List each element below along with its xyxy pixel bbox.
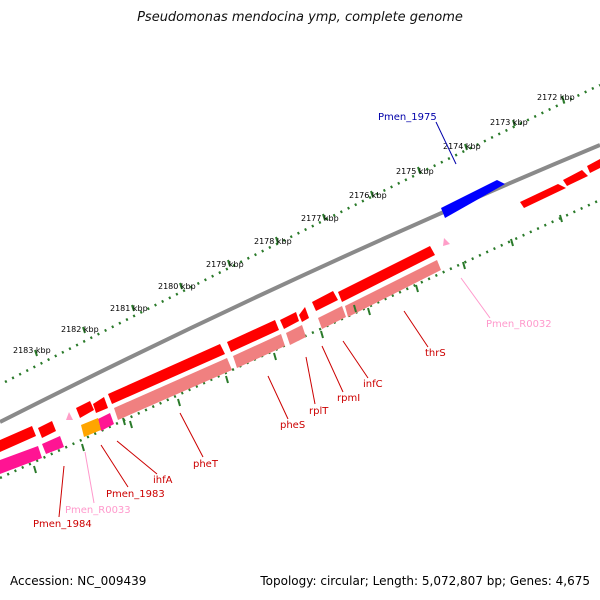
reverse-genes (0, 238, 450, 474)
gene-phet[interactable] (108, 344, 225, 404)
gene-rplt[interactable] (280, 312, 299, 329)
gene-rplt-shadow (286, 325, 306, 345)
inner-ruler-ticks (33, 214, 563, 474)
gene-infc[interactable] (312, 291, 338, 311)
kbp-label: 2173 kbp (490, 118, 528, 127)
kbp-label: 2183 kbp (13, 346, 51, 355)
gene-phes-shadow (233, 334, 285, 368)
gene-thrs-shadow (345, 260, 441, 317)
label-pmen-1983[interactable]: Pmen_1983 (106, 489, 165, 500)
kbp-labels: 2172 kbp 2173 kbp 2174 kbp 2175 kbp 2176… (13, 93, 575, 355)
kbp-label: 2179 kbp (206, 260, 244, 269)
gene-ihfa[interactable] (93, 397, 108, 413)
gene-forward[interactable] (563, 170, 588, 186)
gene-forward[interactable] (520, 184, 566, 208)
gene-forward[interactable] (587, 159, 600, 173)
forward-genes (441, 159, 600, 218)
gene-rpmi[interactable] (299, 307, 309, 322)
genome-summary-text: Topology: circular; Length: 5,072,807 bp… (260, 574, 590, 588)
map-title: Pseudomonas mendocina ymp, complete geno… (137, 10, 463, 25)
gene-pmen-1983-shadow (81, 418, 101, 437)
kbp-label: 2176 kbp (349, 191, 387, 200)
label-rplt[interactable]: rplT (309, 406, 329, 417)
label-phes[interactable]: pheS (280, 420, 305, 431)
gene-pmen-1984-shadow (42, 436, 64, 454)
rna-pmen-r0033[interactable] (66, 412, 73, 420)
kbp-label: 2180 kbp (158, 282, 196, 291)
label-infc[interactable]: infC (363, 379, 383, 390)
rna-pmen-r0032[interactable] (443, 238, 450, 246)
kbp-label: 2172 kbp (537, 93, 575, 102)
gene-ihfa-shadow (98, 413, 114, 431)
label-pmen-r0033[interactable]: Pmen_R0033 (65, 505, 131, 516)
outer-ruler-ticks (34, 95, 565, 357)
kbp-label: 2181 kbp (110, 304, 148, 313)
kbp-label: 2182 kbp (61, 325, 99, 334)
gene-left-1[interactable] (0, 426, 36, 452)
kbp-label: 2175 kbp (396, 167, 434, 176)
label-pmen-r0032[interactable]: Pmen_R0032 (486, 319, 552, 330)
label-pmen-1984[interactable]: Pmen_1984 (33, 519, 92, 530)
accession-text: Accession: NC_009439 (10, 574, 147, 588)
gene-infc-shadow (318, 306, 346, 329)
kbp-label: 2174 kbp (443, 142, 481, 151)
gene-pmen-1984[interactable] (38, 421, 56, 438)
gene-pmen-1983[interactable] (76, 401, 94, 418)
inner-ruler (0, 198, 600, 480)
genome-backbone (0, 143, 600, 424)
gene-thrs[interactable] (338, 246, 435, 302)
leader-lines (58, 121, 491, 518)
gene-labels: Pmen_1975 Pmen_R0032 thrS infC rpmI rplT… (33, 112, 552, 530)
gene-pmen-1975[interactable] (441, 180, 505, 218)
gene-phes[interactable] (227, 320, 279, 352)
label-thrs[interactable]: thrS (425, 348, 446, 359)
label-ihfa[interactable]: ihfA (153, 475, 173, 486)
kbp-label: 2177 kbp (301, 214, 339, 223)
gene-left-1-shadow (0, 446, 42, 474)
label-rpmi[interactable]: rpmI (337, 393, 360, 404)
gene-phet-shadow (114, 358, 232, 420)
label-pmen-1975[interactable]: Pmen_1975 (378, 112, 437, 123)
kbp-label: 2178 kbp (254, 237, 292, 246)
label-phet[interactable]: pheT (193, 459, 219, 470)
